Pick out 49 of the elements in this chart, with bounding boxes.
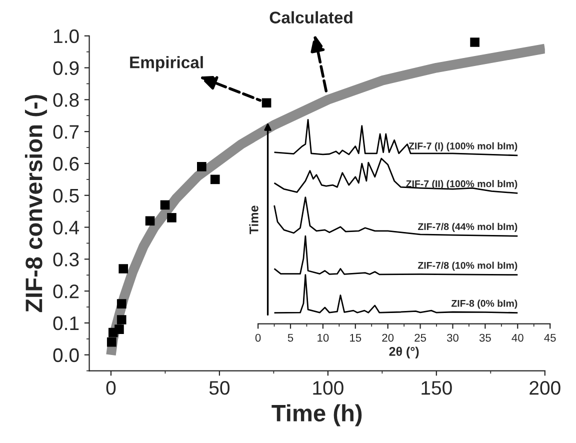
point [116, 299, 126, 308]
series-label: ZIF-7 (II) (100% mol bIm) [406, 180, 518, 190]
y-tick-label: 0.6 [53, 156, 79, 171]
point [160, 200, 170, 210]
x-axis-title: 2θ (°) [389, 346, 419, 358]
y-tick-label: 0.4 [53, 220, 79, 234]
x-tick-label: 5 [288, 334, 294, 342]
point [116, 315, 126, 324]
text: Empirical [130, 56, 203, 72]
y-tick-label: 0.1 [53, 316, 79, 330]
y-tick-label: 0.9 [53, 61, 79, 76]
y-tick-label: 0.2 [53, 284, 79, 298]
y-tick-label: 0.5 [53, 188, 79, 203]
x-tick-label: 20 [382, 334, 394, 342]
y-tick-label: 0.8 [53, 93, 79, 107]
y-axis-title: ZIF-8 conversion (-) [24, 94, 47, 312]
point [145, 216, 155, 226]
series-label: ZIF-7/8 (44% mol bIm) [418, 222, 518, 232]
point [114, 324, 124, 334]
point [106, 337, 116, 347]
point [118, 264, 128, 274]
x-tick-label: 15 [350, 334, 362, 342]
x-axis-title: Time (h) [272, 404, 362, 426]
point [167, 213, 176, 222]
x-tick-label: 0 [255, 334, 261, 342]
point [470, 38, 480, 47]
x-tick-label: 40 [512, 334, 524, 342]
x-tick-label: 45 [544, 334, 556, 342]
series-label: ZIF-7/8 (10% mol bIm) [418, 262, 518, 271]
text: Calculated [270, 11, 352, 24]
y-tick-label: 0.7 [53, 125, 79, 139]
point [197, 162, 206, 172]
y-axis-title: Time [249, 206, 258, 234]
x-tick-label: 100 [313, 381, 344, 395]
x-tick-label: 150 [422, 381, 452, 395]
x-tick-label: 50 [209, 381, 230, 395]
x-tick-label: 0 [106, 381, 116, 395]
point [210, 174, 220, 184]
x-tick-label: 200 [530, 381, 560, 395]
series-label: ZIF-8 (0% bIm) [451, 300, 518, 309]
x-tick-label: 10 [318, 334, 329, 342]
y-tick-label: 1.0 [54, 29, 79, 44]
x-tick-label: 35 [479, 334, 491, 342]
y-tick-label: 0.3 [53, 252, 79, 266]
x-tick-label: 25 [414, 334, 426, 342]
point [262, 98, 272, 108]
x-tick-label: 30 [446, 334, 458, 342]
series-label: ZIF-7 (I) (100% mol bIm) [408, 142, 518, 152]
y-tick-label: 0.0 [53, 348, 79, 362]
